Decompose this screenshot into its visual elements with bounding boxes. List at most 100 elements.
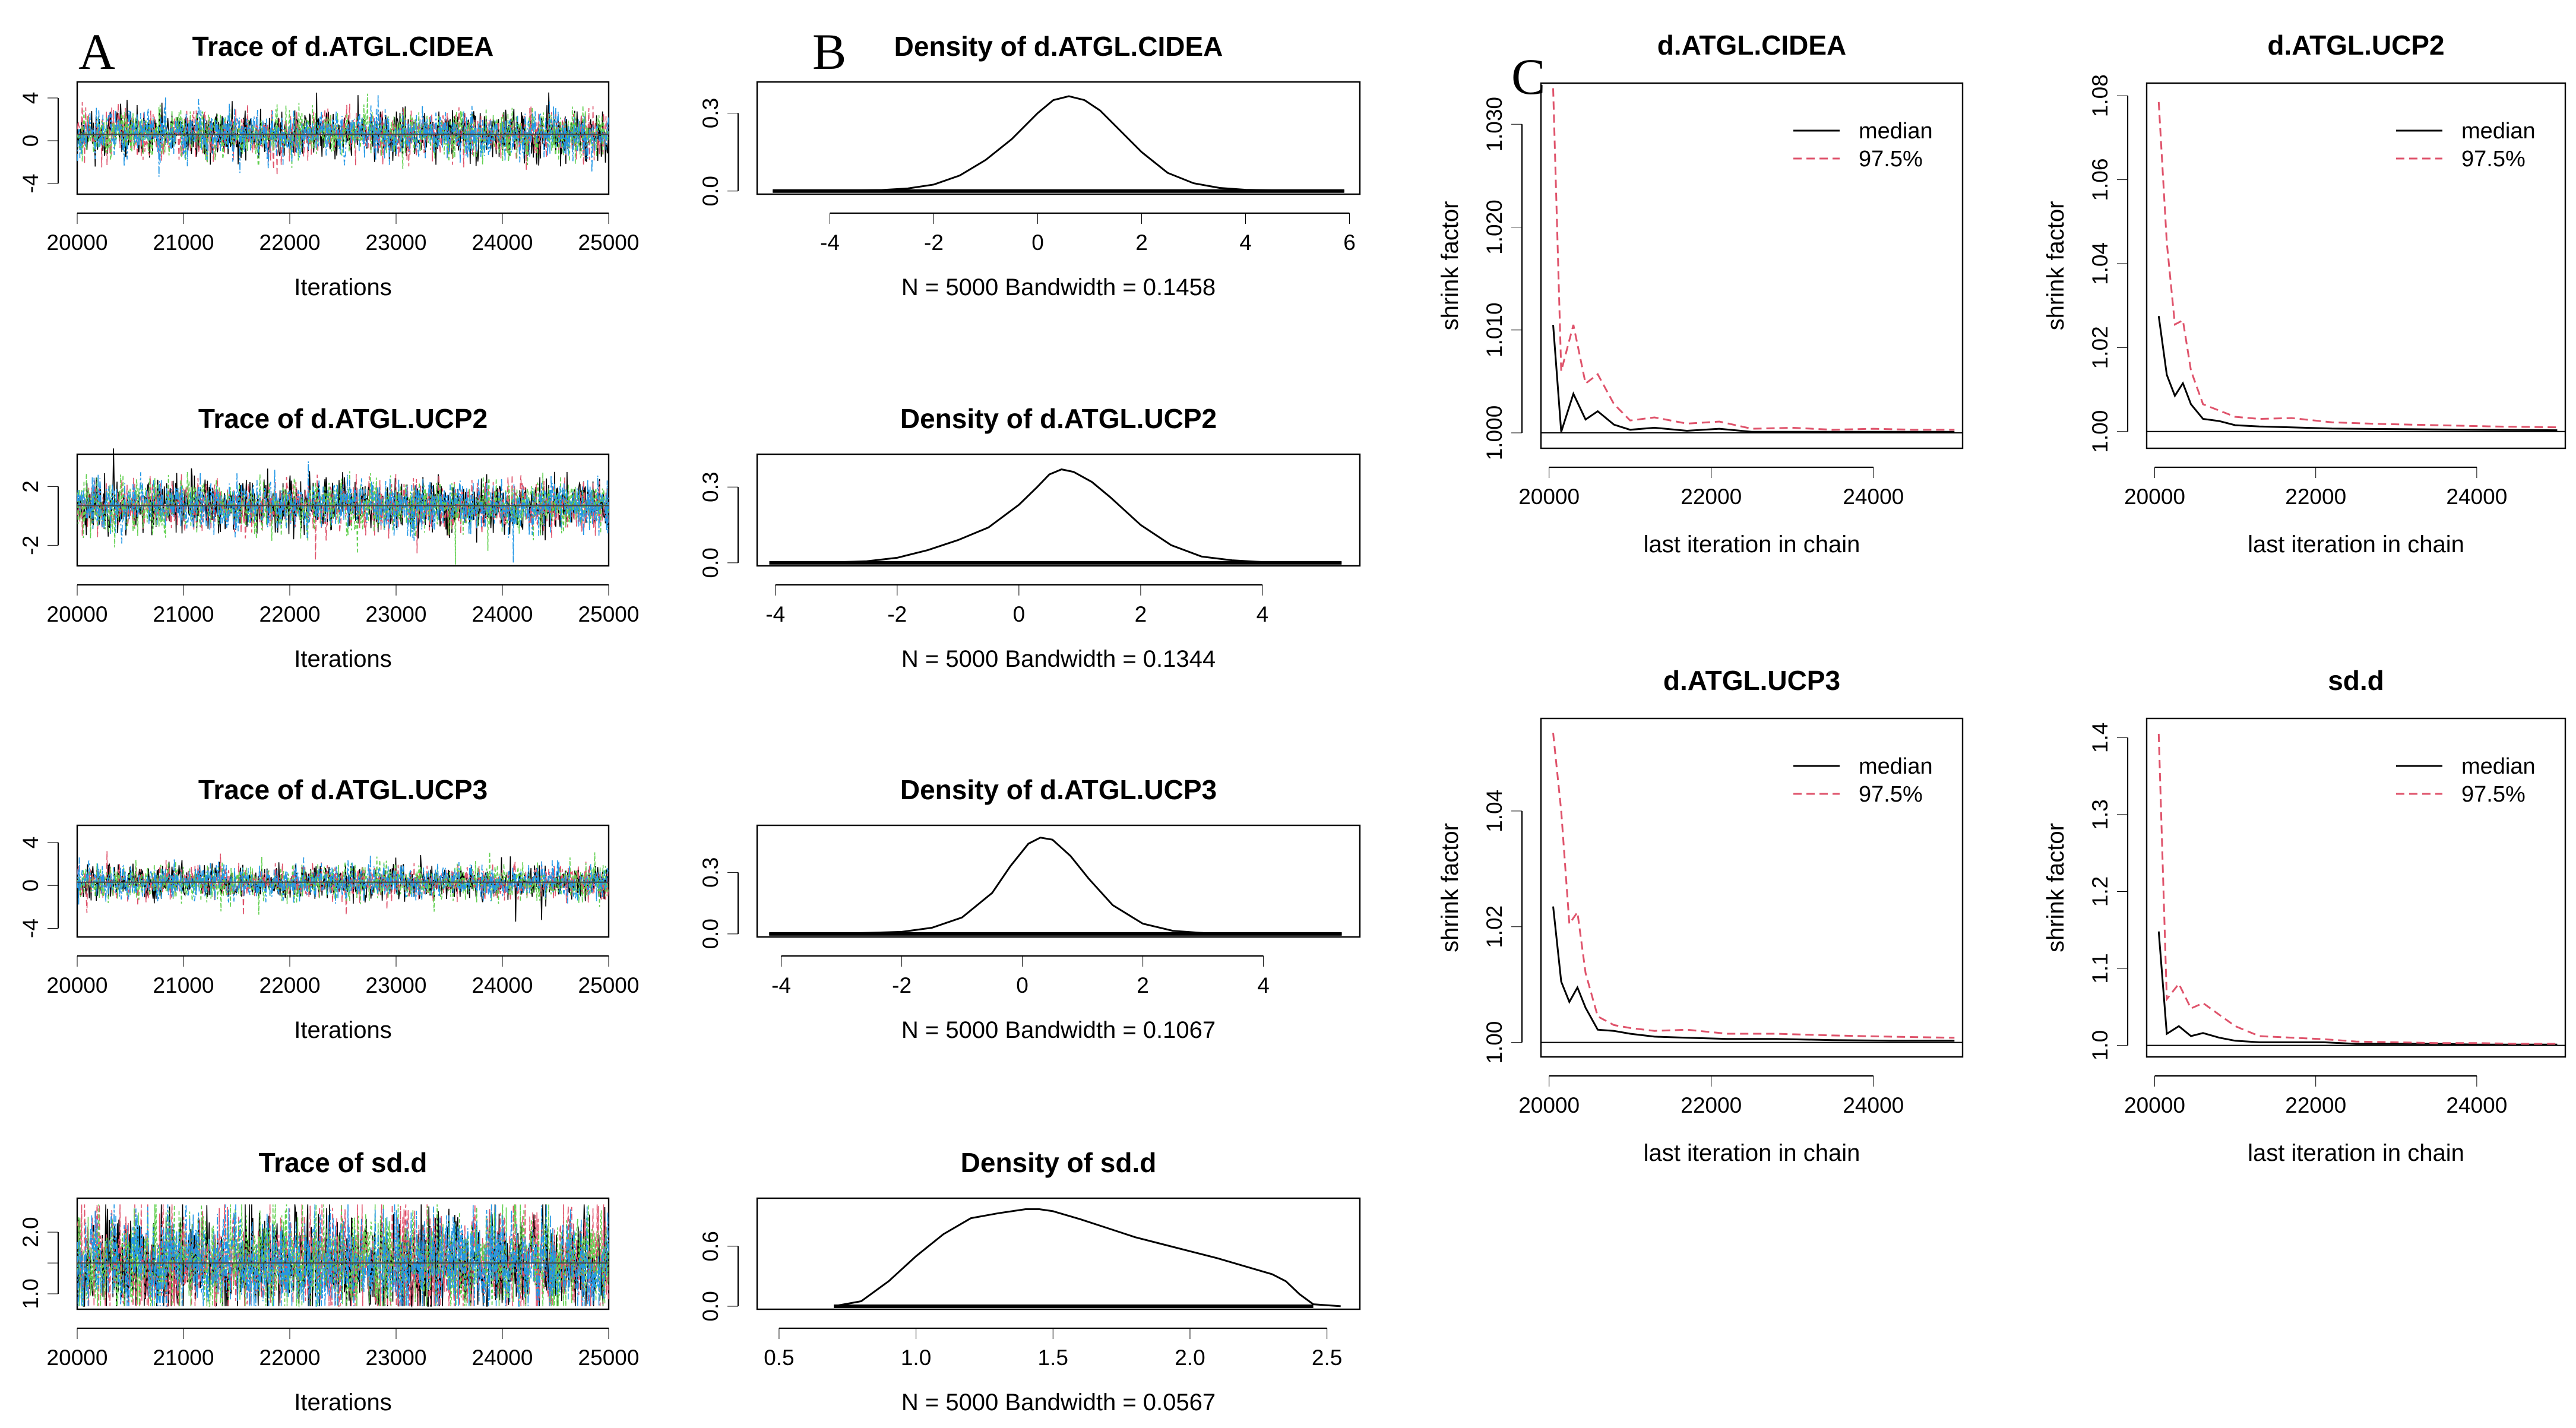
density-curve — [773, 95, 1344, 192]
x-axis-label: N = 5000 Bandwidth = 0.1344 — [901, 646, 1216, 672]
chart-title: Density of sd.d — [961, 1147, 1157, 1178]
chart-title: d.ATGL.UCP2 — [2267, 30, 2444, 61]
x-axis-label: N = 5000 Bandwidth = 0.1067 — [901, 1017, 1216, 1043]
x-tick-label: 21000 — [153, 973, 214, 998]
y-tick-label: 1.0 — [2088, 1030, 2112, 1060]
y-tick-label: 1.02 — [2088, 326, 2112, 369]
x-tick-label: 25000 — [578, 230, 640, 255]
x-tick-label: 21000 — [153, 230, 214, 255]
legend-label: median — [1859, 754, 1933, 779]
x-tick-label: 22000 — [260, 1345, 321, 1370]
x-tick-label: 4 — [1239, 230, 1252, 255]
trace-chain-3 — [77, 93, 609, 169]
y-tick-label: 1.02 — [1482, 905, 1507, 948]
x-tick-label: 20000 — [1518, 485, 1580, 509]
y-tick-label: 1.08 — [2088, 74, 2112, 117]
x-tick-label: 0.5 — [764, 1345, 794, 1370]
legend-label: median — [1859, 119, 1933, 144]
y-axis-label: shrink factor — [2043, 201, 2069, 331]
plot-frame — [1540, 717, 1964, 1058]
y-tick-label: 1.3 — [2088, 799, 2112, 829]
x-axis-label: Iterations — [294, 274, 392, 300]
x-tick-label: 25000 — [578, 602, 640, 626]
x-tick-label: -2 — [924, 230, 944, 255]
x-tick-label: -2 — [892, 973, 912, 998]
y-tick-label: 1.00 — [1482, 1021, 1507, 1064]
x-tick-label: 23000 — [366, 1345, 427, 1370]
chart-trace-1 — [48, 81, 610, 224]
x-tick-label: 20000 — [2124, 1093, 2185, 1117]
x-tick-label: 2 — [1137, 973, 1149, 998]
x-tick-label: 22000 — [260, 602, 321, 626]
x-tick-label: 1.5 — [1038, 1345, 1068, 1370]
chart-density-6 — [727, 453, 1361, 596]
y-tick-label: 0.0 — [698, 547, 723, 578]
y-tick-label: 1.010 — [1482, 302, 1507, 357]
trace-chain-4 — [77, 94, 609, 177]
chart-title: Trace of d.ATGL.UCP3 — [198, 774, 488, 805]
y-axis-label: shrink factor — [1437, 823, 1463, 952]
chart-density-7 — [727, 824, 1361, 967]
x-tick-label: 25000 — [578, 973, 640, 998]
y-tick-label: 1.00 — [2088, 410, 2112, 453]
plot-frame — [1540, 82, 1964, 449]
y-tick-label: 1.2 — [2088, 876, 2112, 907]
x-axis-label: N = 5000 Bandwidth = 0.1458 — [901, 274, 1216, 300]
x-tick-label: 21000 — [153, 1345, 214, 1370]
x-tick-label: 24000 — [2446, 1093, 2507, 1117]
chart-title: d.ATGL.CIDEA — [1657, 30, 1847, 61]
x-tick-label: -4 — [765, 602, 785, 626]
y-tick-label: 0.0 — [698, 176, 723, 206]
series-line-median — [2157, 316, 2558, 432]
x-axis-label: last iteration in chain — [1644, 1140, 1860, 1166]
y-tick-label: 0 — [18, 879, 43, 892]
y-tick-label: 1.030 — [1482, 97, 1507, 152]
x-tick-label: 2 — [1135, 230, 1148, 255]
y-tick-label: 0.3 — [698, 472, 723, 502]
plot-frame — [756, 453, 1361, 567]
chart-trace-2 — [48, 448, 610, 596]
chart-title: Density of d.ATGL.CIDEA — [894, 31, 1223, 62]
x-tick-label: 22000 — [2285, 1093, 2346, 1117]
legend-label: 97.5% — [1859, 782, 1923, 807]
x-tick-label: 21000 — [153, 602, 214, 626]
series-line-97-5 — [1552, 88, 1955, 431]
chart-trace-4 — [48, 1197, 610, 1339]
x-tick-label: 23000 — [366, 602, 427, 626]
y-tick-label: 0.3 — [698, 857, 723, 888]
y-tick-label: 1.04 — [1482, 790, 1507, 832]
x-tick-label: 24000 — [1843, 485, 1904, 509]
x-tick-label: 24000 — [1843, 1093, 1904, 1117]
chart-gelman-10 — [2117, 82, 2566, 478]
legend-label: 97.5% — [2461, 147, 2526, 172]
x-tick-label: 0 — [1031, 230, 1044, 255]
x-tick-label: 24000 — [472, 1345, 533, 1370]
x-tick-label: 22000 — [2285, 485, 2346, 509]
x-tick-label: 24000 — [2446, 485, 2507, 509]
y-tick-label: 1.020 — [1482, 200, 1507, 255]
y-tick-label: 0.0 — [698, 1291, 723, 1321]
x-tick-label: 24000 — [472, 230, 533, 255]
chart-trace-3 — [48, 824, 610, 967]
x-tick-label: 22000 — [1681, 485, 1742, 509]
x-tick-label: -4 — [771, 973, 791, 998]
x-axis-label: Iterations — [294, 1389, 392, 1416]
x-tick-label: 22000 — [260, 230, 321, 255]
chart-title: Density of d.ATGL.UCP2 — [900, 403, 1217, 434]
x-tick-label: -2 — [887, 602, 907, 626]
y-tick-label: 2 — [18, 480, 43, 493]
x-axis-label: last iteration in chain — [2248, 1140, 2464, 1166]
y-tick-label: -4 — [18, 174, 43, 194]
plot-frame — [2145, 717, 2566, 1058]
plot-frame — [76, 1197, 610, 1310]
legend-label: median — [2461, 119, 2536, 144]
x-tick-label: 25000 — [578, 1345, 640, 1370]
x-tick-label: 22000 — [260, 973, 321, 998]
y-tick-label: 0 — [18, 135, 43, 147]
density-curve — [769, 837, 1342, 935]
plot-frame — [756, 1197, 1361, 1310]
y-tick-label: 1.1 — [2088, 953, 2112, 983]
x-tick-label: 24000 — [472, 973, 533, 998]
panel-label-a: A — [78, 23, 115, 80]
